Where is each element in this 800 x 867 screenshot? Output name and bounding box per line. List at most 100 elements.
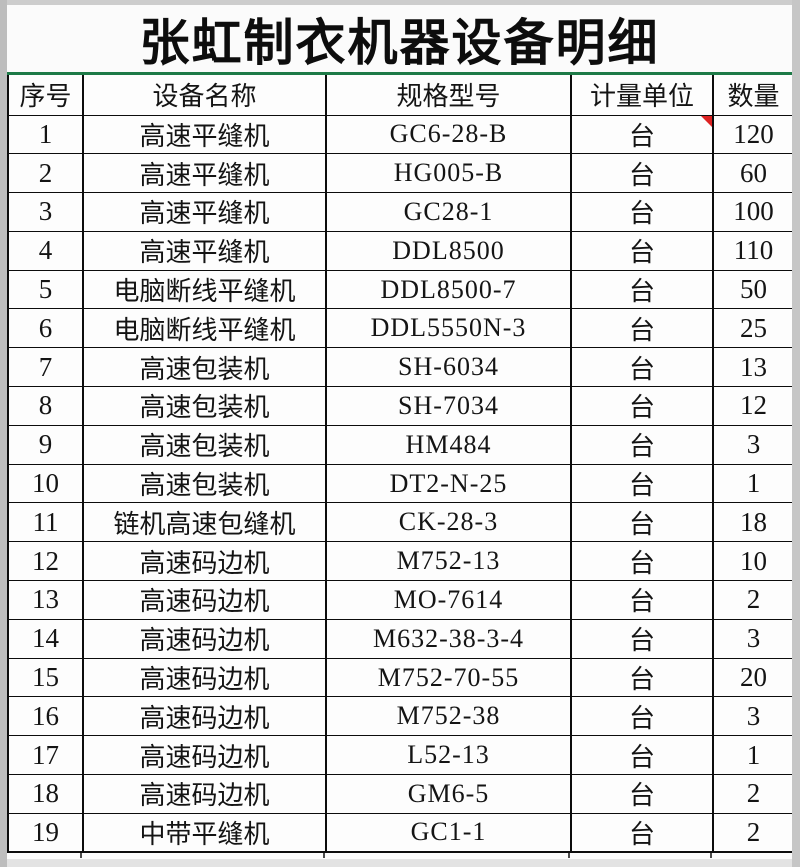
cell-model[interactable]: M752-70-55 bbox=[325, 657, 572, 698]
cell-quantity[interactable]: 2 bbox=[712, 774, 793, 814]
cell-serial[interactable]: 6 bbox=[7, 308, 84, 349]
cell-equipment-name[interactable]: 高速平缝机 bbox=[82, 153, 327, 194]
cell-model[interactable]: DT2-N-25 bbox=[325, 463, 572, 504]
cell-quantity[interactable]: 3 bbox=[712, 696, 793, 737]
cell-model[interactable]: M632-38-3-4 bbox=[325, 618, 572, 659]
cell-unit[interactable]: 台 bbox=[570, 696, 714, 737]
cell-model[interactable]: DDL5550N-3 bbox=[325, 308, 572, 349]
cell-serial[interactable]: 4 bbox=[7, 230, 84, 271]
cell-serial[interactable]: 1 bbox=[7, 114, 84, 155]
cell-equipment-name[interactable]: 高速包装机 bbox=[82, 386, 327, 426]
cell-model[interactable]: GC1-1 bbox=[325, 812, 572, 854]
cell-equipment-name[interactable]: 高速平缝机 bbox=[82, 230, 327, 271]
cell-model[interactable]: SH-6034 bbox=[325, 347, 572, 388]
cell-quantity[interactable]: 120 bbox=[712, 114, 793, 155]
cell-model[interactable]: MO-7614 bbox=[325, 580, 572, 620]
cell-serial[interactable]: 14 bbox=[7, 618, 84, 659]
cell-quantity[interactable]: 110 bbox=[712, 230, 793, 271]
cell-unit[interactable]: 台 bbox=[570, 774, 714, 814]
cell-quantity[interactable]: 2 bbox=[712, 812, 793, 854]
cell-unit[interactable]: 台 bbox=[570, 347, 714, 388]
cell-unit[interactable]: 台 bbox=[570, 308, 714, 349]
cell-unit[interactable]: 台 bbox=[570, 580, 714, 620]
col-header-quantity[interactable]: 数量 bbox=[712, 75, 793, 116]
cell-equipment-name[interactable]: 高速码边机 bbox=[82, 580, 327, 620]
col-header-model[interactable]: 规格型号 bbox=[325, 75, 572, 116]
cell-unit[interactable]: 台 bbox=[570, 735, 714, 776]
cell-quantity[interactable]: 3 bbox=[712, 424, 793, 465]
cell-model[interactable]: L52-13 bbox=[325, 735, 572, 776]
cell-serial[interactable]: 18 bbox=[7, 774, 84, 814]
cell-quantity[interactable]: 12 bbox=[712, 386, 793, 426]
cell-equipment-name[interactable]: 高速码边机 bbox=[82, 696, 327, 737]
cell-quantity[interactable]: 50 bbox=[712, 269, 793, 310]
cell-equipment-name[interactable]: 高速码边机 bbox=[82, 541, 327, 582]
cell-quantity[interactable]: 60 bbox=[712, 153, 793, 194]
cell-model[interactable]: DDL8500 bbox=[325, 230, 572, 271]
cell-unit[interactable]: 台 bbox=[570, 192, 714, 232]
cell-serial[interactable]: 11 bbox=[7, 502, 84, 543]
cell-serial[interactable]: 13 bbox=[7, 580, 84, 620]
cell-serial[interactable]: 3 bbox=[7, 192, 84, 232]
cell-unit[interactable]: 台 bbox=[570, 424, 714, 465]
cell-model[interactable]: CK-28-3 bbox=[325, 502, 572, 543]
cell-equipment-name[interactable]: 高速码边机 bbox=[82, 618, 327, 659]
cell-quantity[interactable]: 10 bbox=[712, 541, 793, 582]
cell-serial[interactable]: 10 bbox=[7, 463, 84, 504]
cell-equipment-name[interactable]: 链机高速包缝机 bbox=[82, 502, 327, 543]
cell-equipment-name[interactable]: 中带平缝机 bbox=[82, 812, 327, 854]
cell-quantity[interactable]: 25 bbox=[712, 308, 793, 349]
cell-unit[interactable]: 台 bbox=[570, 269, 714, 310]
cell-quantity[interactable]: 1 bbox=[712, 735, 793, 776]
cell-equipment-name[interactable]: 高速包装机 bbox=[82, 424, 327, 465]
cell-quantity[interactable]: 2 bbox=[712, 580, 793, 620]
cell-equipment-name[interactable]: 电脑断线平缝机 bbox=[82, 269, 327, 310]
cell-quantity[interactable]: 13 bbox=[712, 347, 793, 388]
cell-model[interactable]: SH-7034 bbox=[325, 386, 572, 426]
cell-serial[interactable]: 16 bbox=[7, 696, 84, 737]
cell-unit[interactable]: 台 bbox=[570, 114, 714, 155]
cell-model[interactable]: DDL8500-7 bbox=[325, 269, 572, 310]
cell-unit[interactable]: 台 bbox=[570, 386, 714, 426]
cell-quantity[interactable]: 18 bbox=[712, 502, 793, 543]
cell-serial[interactable]: 8 bbox=[7, 386, 84, 426]
cell-model[interactable]: GM6-5 bbox=[325, 774, 572, 814]
cell-model[interactable]: M752-38 bbox=[325, 696, 572, 737]
cell-serial[interactable]: 7 bbox=[7, 347, 84, 388]
cell-unit[interactable]: 台 bbox=[570, 618, 714, 659]
cell-unit[interactable]: 台 bbox=[570, 230, 714, 271]
cell-quantity[interactable]: 100 bbox=[712, 192, 793, 232]
cell-serial[interactable]: 17 bbox=[7, 735, 84, 776]
cell-unit[interactable]: 台 bbox=[570, 657, 714, 698]
cell-quantity[interactable]: 20 bbox=[712, 657, 793, 698]
cell-equipment-name[interactable]: 高速包装机 bbox=[82, 463, 327, 504]
cell-serial[interactable]: 19 bbox=[7, 812, 84, 854]
cell-model[interactable]: HG005-B bbox=[325, 153, 572, 194]
cell-serial[interactable]: 9 bbox=[7, 424, 84, 465]
cell-equipment-name[interactable]: 高速平缝机 bbox=[82, 192, 327, 232]
cell-serial[interactable]: 5 bbox=[7, 269, 84, 310]
cell-equipment-name[interactable]: 高速码边机 bbox=[82, 657, 327, 698]
cell-unit[interactable]: 台 bbox=[570, 463, 714, 504]
cell-serial[interactable]: 12 bbox=[7, 541, 84, 582]
col-header-equipment-name[interactable]: 设备名称 bbox=[82, 75, 327, 116]
col-header-serial[interactable]: 序号 bbox=[7, 75, 84, 116]
cell-unit[interactable]: 台 bbox=[570, 812, 714, 854]
col-header-unit[interactable]: 计量单位 bbox=[570, 75, 714, 116]
cell-serial[interactable]: 2 bbox=[7, 153, 84, 194]
cell-equipment-name[interactable]: 高速码边机 bbox=[82, 735, 327, 776]
cell-unit[interactable]: 台 bbox=[570, 541, 714, 582]
cell-equipment-name[interactable]: 电脑断线平缝机 bbox=[82, 308, 327, 349]
cell-serial[interactable]: 15 bbox=[7, 657, 84, 698]
cell-model[interactable]: GC28-1 bbox=[325, 192, 572, 232]
cell-model[interactable]: GC6-28-B bbox=[325, 114, 572, 155]
cell-equipment-name[interactable]: 高速码边机 bbox=[82, 774, 327, 814]
cell-unit[interactable]: 台 bbox=[570, 502, 714, 543]
cell-model[interactable]: M752-13 bbox=[325, 541, 572, 582]
cell-quantity[interactable]: 1 bbox=[712, 463, 793, 504]
cell-equipment-name[interactable]: 高速平缝机 bbox=[82, 114, 327, 155]
cell-unit[interactable]: 台 bbox=[570, 153, 714, 194]
cell-equipment-name[interactable]: 高速包装机 bbox=[82, 347, 327, 388]
cell-quantity[interactable]: 3 bbox=[712, 618, 793, 659]
cell-model[interactable]: HM484 bbox=[325, 424, 572, 465]
